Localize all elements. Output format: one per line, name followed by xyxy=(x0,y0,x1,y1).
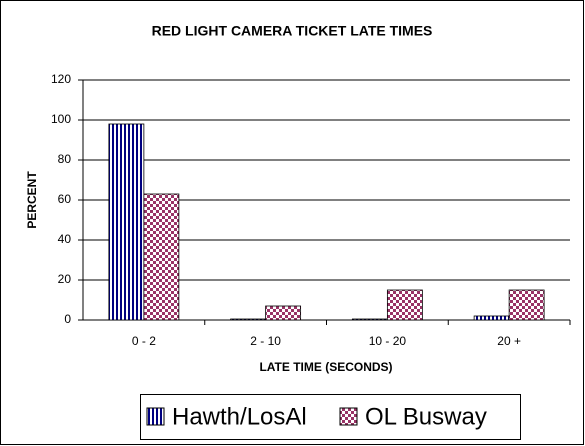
legend-swatch xyxy=(146,407,165,426)
x-tick-label: 0 - 2 xyxy=(132,334,156,348)
bar xyxy=(351,318,388,321)
legend-label: Hawth/LosAl xyxy=(172,403,307,430)
legend-label: OL Busway xyxy=(365,403,487,430)
chart-title: RED LIGHT CAMERA TICKET LATE TIMES xyxy=(152,23,433,39)
bar xyxy=(386,289,423,321)
bar xyxy=(508,289,545,321)
y-tick-label: 20 xyxy=(58,272,72,286)
y-tick-label: 120 xyxy=(51,72,71,86)
x-tick-label: 2 - 10 xyxy=(250,334,281,348)
legend-box xyxy=(140,394,521,440)
bar xyxy=(108,123,145,321)
y-tick-label: 80 xyxy=(58,152,72,166)
y-tick-label: 60 xyxy=(58,192,72,206)
legend-swatch xyxy=(339,407,358,426)
y-tick-label: 0 xyxy=(64,312,71,326)
bar xyxy=(230,318,267,321)
y-tick-label: 100 xyxy=(51,112,71,126)
x-axis-label: LATE TIME (SECONDS) xyxy=(259,360,392,374)
bar xyxy=(473,315,510,321)
bar xyxy=(143,193,180,321)
y-tick-label: 40 xyxy=(58,232,72,246)
x-tick-label: 10 - 20 xyxy=(369,334,407,348)
bar xyxy=(265,305,302,321)
x-tick-label: 20 + xyxy=(497,334,521,348)
y-axis-label: PERCENT xyxy=(25,171,39,229)
